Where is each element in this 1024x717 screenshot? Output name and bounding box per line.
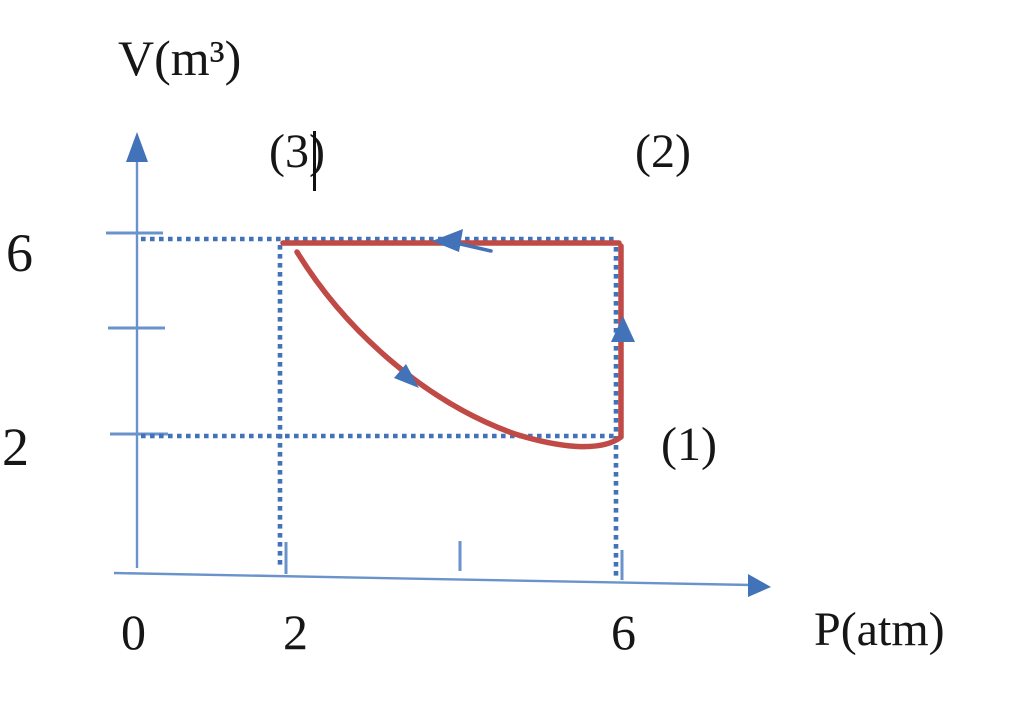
state-label-2: (2) xyxy=(635,125,691,178)
v-axis-arrowhead-icon xyxy=(126,132,148,162)
v-tick-label-2: 2 xyxy=(2,417,29,477)
v-tick-label-6: 6 xyxy=(6,223,33,283)
text-cursor xyxy=(313,131,316,191)
state-label-3: (3) xyxy=(269,125,325,178)
direction-arrow-left-tail xyxy=(454,241,493,253)
p-tick-label-0: 0 xyxy=(121,604,146,660)
p-tick-label-2: 2 xyxy=(283,604,308,660)
p-axis-arrowhead-icon xyxy=(748,574,771,597)
p-axis-label: P(atm) xyxy=(814,603,945,656)
p-axis-line xyxy=(113,571,753,587)
p-tick-label-6: 6 xyxy=(611,604,636,660)
direction-arrow-left-icon xyxy=(432,229,463,252)
direction-arrow-curve-icon xyxy=(394,364,419,388)
state-label-1: (1) xyxy=(661,418,717,471)
direction-arrow-up-icon xyxy=(611,316,635,342)
v-axis-label: V(m³) xyxy=(118,30,242,86)
process-3-to-1-curve xyxy=(294,249,624,450)
